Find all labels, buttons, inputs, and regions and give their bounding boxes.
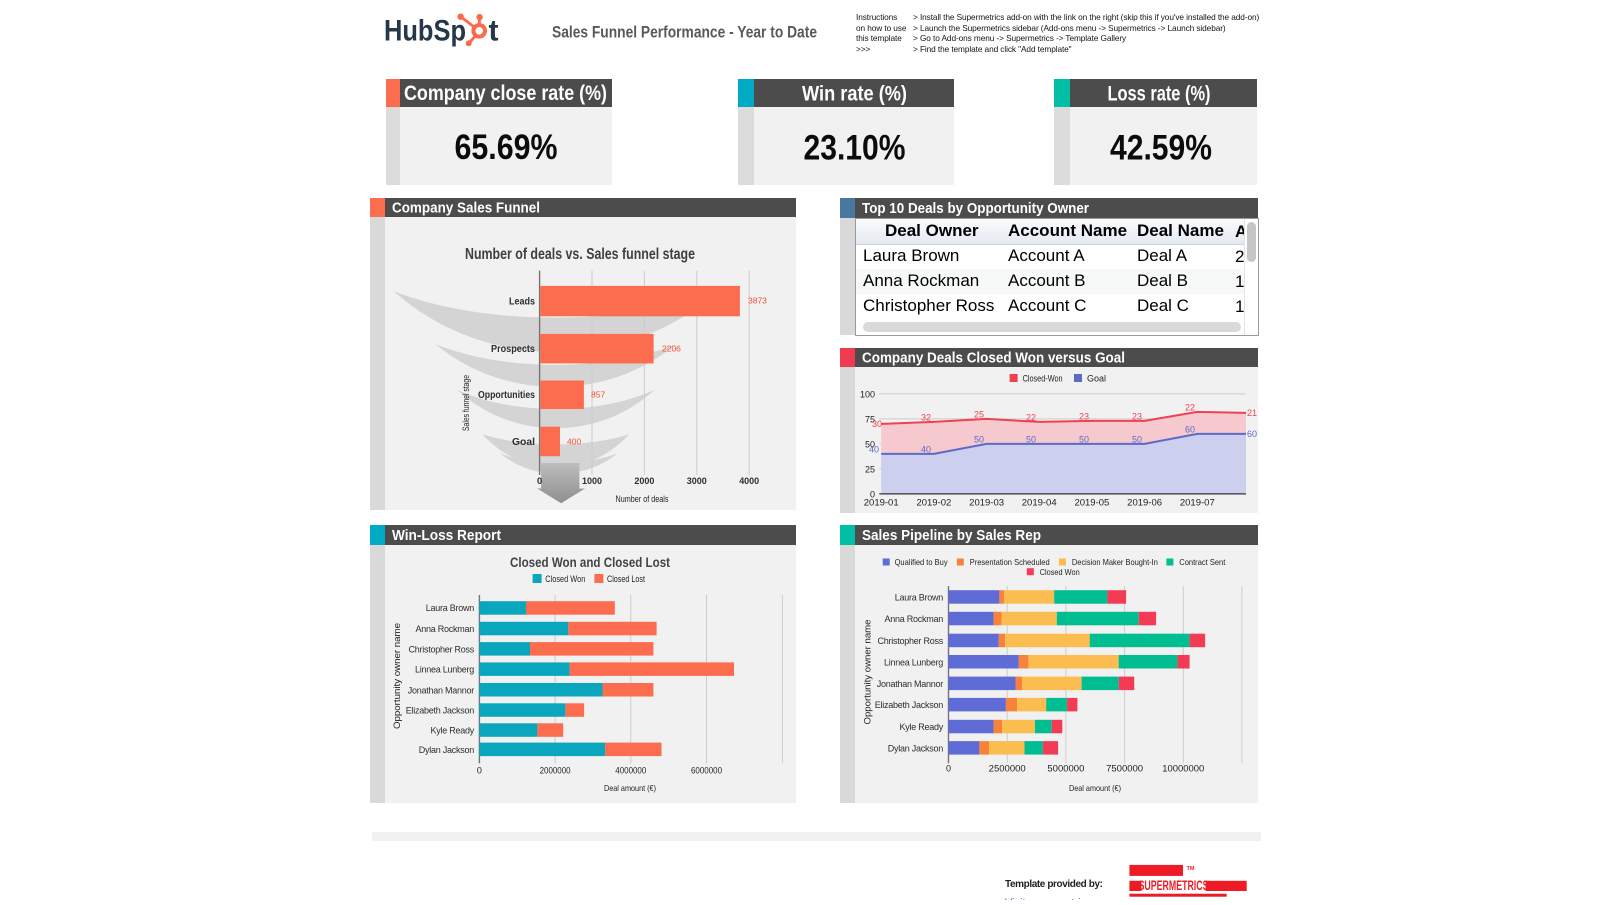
svg-text:6000000: 6000000 (691, 765, 722, 775)
svg-text:Number of deals vs. Sales funn: Number of deals vs. Sales funnel stage (465, 246, 695, 263)
svg-text:22: 22 (1185, 403, 1195, 413)
svg-text:TM: TM (1187, 866, 1195, 872)
svg-text:Opportunity owner name: Opportunity owner name (392, 623, 403, 729)
svg-text:2019-07: 2019-07 (1180, 498, 1215, 509)
svg-text:Goal: Goal (512, 437, 535, 448)
svg-text:2500000: 2500000 (989, 764, 1026, 774)
svg-text:5000000: 5000000 (1047, 764, 1084, 774)
svg-text:100: 100 (860, 389, 875, 399)
svg-text:Anna Rockman: Anna Rockman (415, 624, 474, 634)
svg-text:2019-01: 2019-01 (864, 498, 899, 509)
svg-text:857: 857 (591, 390, 605, 400)
svg-text:Win rate (%): Win rate (%) (802, 82, 907, 105)
svg-text:60: 60 (1247, 429, 1257, 439)
svg-text:0: 0 (477, 765, 482, 775)
svg-text:Laura Brown: Laura Brown (426, 603, 475, 613)
svg-text:t: t (489, 15, 499, 48)
svg-text:2019-04: 2019-04 (1022, 498, 1057, 509)
svg-text:2019-02: 2019-02 (916, 498, 951, 509)
svg-text:HubSp: HubSp (384, 15, 466, 48)
svg-text:2206: 2206 (662, 344, 681, 354)
svg-text:Sales Pipeline by Sales Rep: Sales Pipeline by Sales Rep (862, 528, 1041, 544)
svg-text:Deal amount (€): Deal amount (€) (1069, 783, 1121, 793)
svg-text:2019-03: 2019-03 (969, 498, 1004, 509)
svg-text:50: 50 (1132, 435, 1142, 445)
svg-text:Kyle Ready: Kyle Ready (899, 722, 943, 732)
svg-text:Sales funnel stage: Sales funnel stage (461, 375, 471, 431)
svg-text:Dylan Jackson: Dylan Jackson (888, 743, 944, 753)
svg-text:50: 50 (1026, 435, 1036, 445)
svg-text:2019-06: 2019-06 (1127, 498, 1162, 509)
svg-text:23: 23 (1132, 412, 1142, 422)
svg-text:Linnea Lunberg: Linnea Lunberg (415, 665, 474, 675)
svg-text:Goal: Goal (1087, 374, 1106, 384)
svg-text:4000000: 4000000 (615, 765, 646, 775)
svg-text:Opportunity owner name: Opportunity owner name (863, 620, 874, 725)
svg-text:23: 23 (1079, 412, 1089, 422)
svg-text:Top 10 Deals by Opportunity Ow: Top 10 Deals by Opportunity Owner (862, 201, 1089, 217)
svg-text:Prospects: Prospects (491, 344, 535, 355)
svg-text:65.69%: 65.69% (455, 128, 558, 167)
svg-text:1000: 1000 (582, 476, 602, 487)
svg-text:Elizabeth Jackson: Elizabeth Jackson (406, 706, 475, 716)
svg-text:4000: 4000 (739, 476, 759, 487)
svg-text:Dylan Jackson: Dylan Jackson (419, 745, 475, 755)
svg-text:3873: 3873 (748, 296, 767, 306)
svg-text:30: 30 (872, 419, 882, 429)
svg-text:Company close rate (%): Company close rate (%) (404, 82, 607, 105)
svg-text:22: 22 (1026, 413, 1036, 423)
svg-text:Qualified to Buy: Qualified to Buy (895, 557, 949, 567)
svg-text:Jonathan Mannor: Jonathan Mannor (877, 679, 944, 689)
svg-text:Laura Brown: Laura Brown (895, 593, 944, 603)
svg-text:Deal amount (€): Deal amount (€) (604, 783, 656, 793)
svg-text:2000000: 2000000 (540, 765, 571, 775)
svg-text:3000: 3000 (687, 476, 707, 487)
svg-text:21: 21 (1247, 408, 1257, 418)
svg-text:0: 0 (537, 476, 542, 487)
svg-text:50: 50 (1079, 435, 1089, 445)
svg-text:400: 400 (567, 437, 581, 447)
svg-text:25: 25 (974, 410, 984, 420)
svg-text:32: 32 (921, 413, 931, 423)
svg-text:Elizabeth Jackson: Elizabeth Jackson (875, 700, 944, 710)
svg-text:Contract Sent: Contract Sent (1179, 557, 1226, 567)
svg-text:0: 0 (946, 764, 951, 774)
svg-text:Closed Lost: Closed Lost (607, 574, 645, 585)
svg-text:Decision Maker Bought-In: Decision Maker Bought-In (1072, 557, 1158, 567)
svg-text:Closed Won: Closed Won (1040, 567, 1080, 577)
svg-text:Closed Won and Closed Lost: Closed Won and Closed Lost (510, 554, 670, 570)
svg-text:23.10%: 23.10% (804, 128, 906, 167)
svg-text:Company Deals Closed Won versu: Company Deals Closed Won versus Goal (862, 351, 1125, 367)
svg-text:50: 50 (974, 435, 984, 445)
svg-text:42.59%: 42.59% (1110, 128, 1212, 167)
svg-text:Kyle Ready: Kyle Ready (430, 726, 474, 736)
svg-text:Sales Funnel Performance - Yea: Sales Funnel Performance - Year to Date (552, 24, 817, 42)
svg-text:Closed Won: Closed Won (545, 574, 585, 585)
svg-text:40: 40 (921, 445, 931, 455)
svg-text:Christopher Ross: Christopher Ross (408, 644, 474, 654)
svg-text:Loss rate (%): Loss rate (%) (1108, 82, 1211, 105)
svg-text:Presentation Scheduled: Presentation Scheduled (970, 557, 1050, 567)
svg-text:10000000: 10000000 (1162, 764, 1204, 774)
svg-text:Christopher Ross: Christopher Ross (877, 636, 943, 646)
svg-text:60: 60 (1185, 425, 1195, 435)
svg-text:7500000: 7500000 (1106, 764, 1143, 774)
svg-text:Closed-Won: Closed-Won (1023, 374, 1063, 384)
svg-text:Leads: Leads (509, 297, 535, 308)
svg-text:25: 25 (865, 464, 875, 474)
svg-text:Win-Loss Report: Win-Loss Report (392, 528, 501, 544)
svg-text:Jonathan Mannor: Jonathan Mannor (408, 685, 475, 695)
svg-text:SUPERMETRICS: SUPERMETRICS (1139, 878, 1209, 893)
svg-text:Company Sales Funnel: Company Sales Funnel (392, 201, 540, 217)
svg-text:40: 40 (869, 445, 879, 455)
svg-text:Number of deals: Number of deals (616, 494, 669, 505)
svg-text:Anna Rockman: Anna Rockman (884, 614, 943, 624)
svg-text:2000: 2000 (634, 476, 654, 487)
svg-text:Opportunities: Opportunities (478, 390, 535, 401)
svg-text:2019-05: 2019-05 (1074, 498, 1109, 509)
svg-text:Linnea Lunberg: Linnea Lunberg (884, 657, 943, 667)
